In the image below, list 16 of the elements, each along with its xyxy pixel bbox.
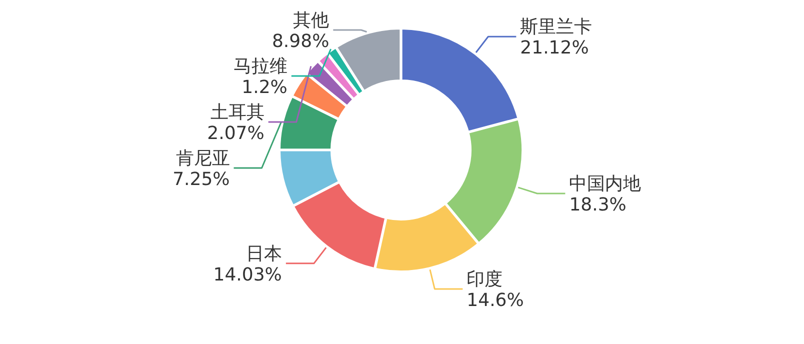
slice-label: 其他 xyxy=(293,10,330,31)
slice-label: 中国内地 xyxy=(569,174,642,195)
data-label: 18.3% xyxy=(569,194,626,216)
data-label: 8.98% xyxy=(272,31,330,52)
slice-label: 土耳其 xyxy=(210,102,264,123)
data-label: 2.07% xyxy=(207,123,264,144)
slice-label: 肯尼亚 xyxy=(176,148,230,169)
slice-label: 印度 xyxy=(466,268,503,290)
data-label: 14.6% xyxy=(466,290,524,311)
slice-label: 日本 xyxy=(246,243,282,264)
data-label: 1.2% xyxy=(242,77,288,98)
slice-label: 斯里兰卡 xyxy=(520,16,592,38)
slice-label: 马拉维 xyxy=(233,56,288,77)
data-label: 14.03% xyxy=(213,264,282,286)
data-label: 7.25% xyxy=(172,169,230,190)
data-label: 21.12% xyxy=(520,38,589,59)
